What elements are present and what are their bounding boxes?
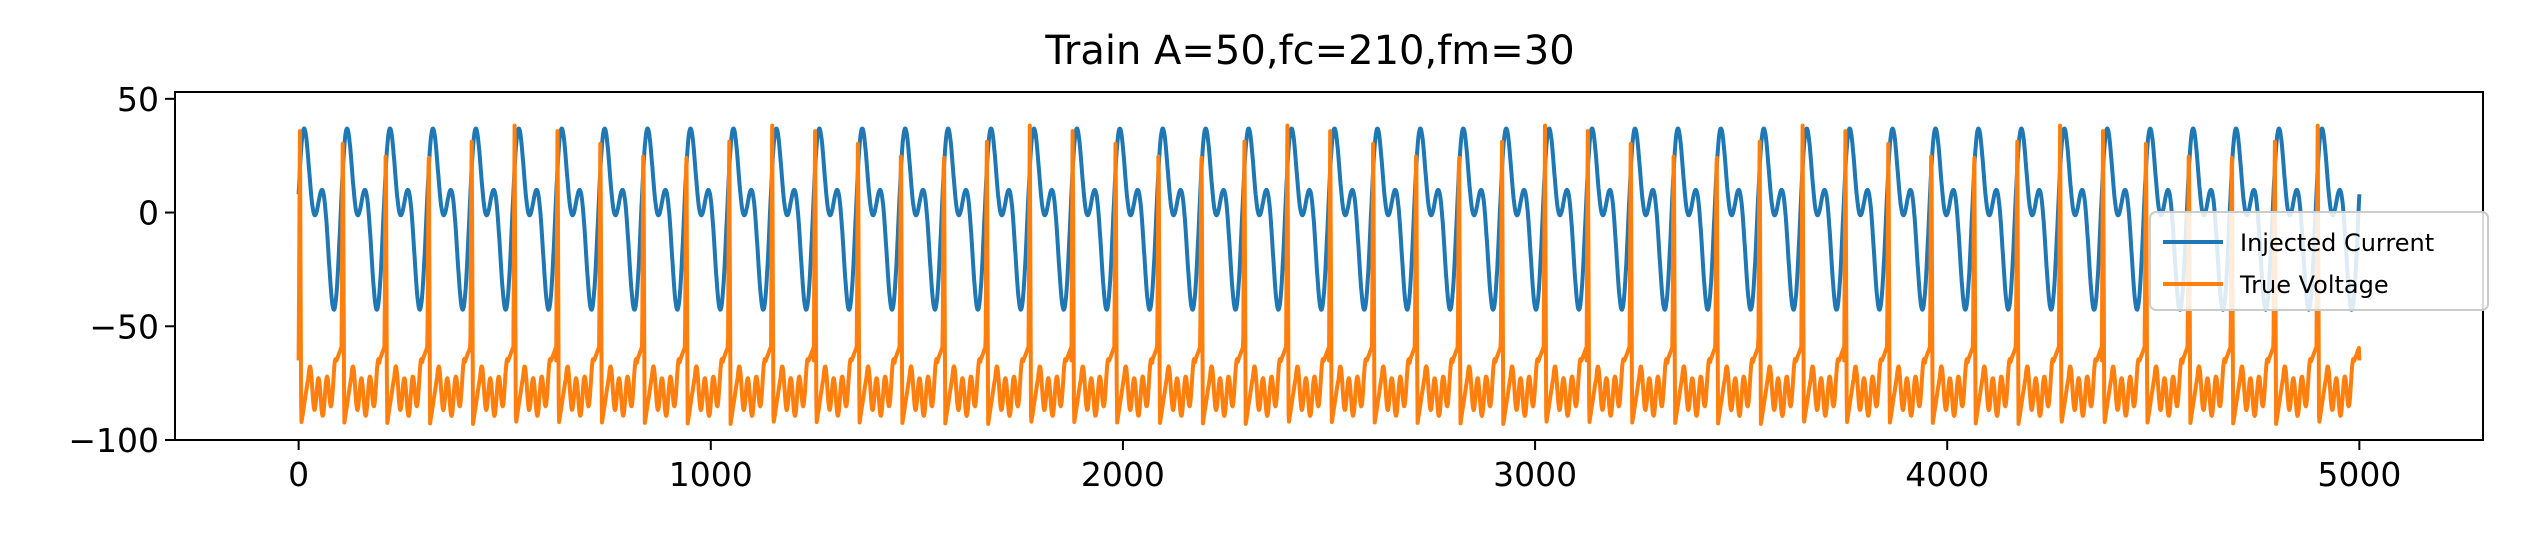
y-tick-label: 0 — [138, 194, 159, 233]
y-axis: 50 0 −50 −100 — [68, 80, 175, 460]
x-tick-label: 3000 — [1493, 455, 1577, 494]
x-tick-label: 1000 — [669, 455, 753, 494]
chart-title: Train A=50,fc=210,fm=30 — [1044, 28, 1574, 74]
plot-area — [296, 123, 2362, 426]
series-line-true-voltage — [296, 123, 2362, 426]
legend: Injected Current True Voltage — [2149, 211, 2489, 311]
x-axis: 0 1000 2000 3000 4000 5000 — [288, 440, 2401, 494]
x-tick-label: 0 — [288, 455, 309, 494]
x-tick-label: 2000 — [1081, 455, 1165, 494]
x-tick-label: 4000 — [1905, 455, 1989, 494]
y-tick-label: −100 — [68, 421, 159, 460]
x-tick-label: 5000 — [2317, 455, 2401, 494]
legend-label-injected-current: Injected Current — [2240, 229, 2434, 257]
legend-label-true-voltage: True Voltage — [2239, 271, 2389, 299]
legend-box — [2149, 211, 2489, 311]
y-tick-label: −50 — [89, 307, 159, 346]
y-tick-label: 50 — [117, 80, 159, 119]
